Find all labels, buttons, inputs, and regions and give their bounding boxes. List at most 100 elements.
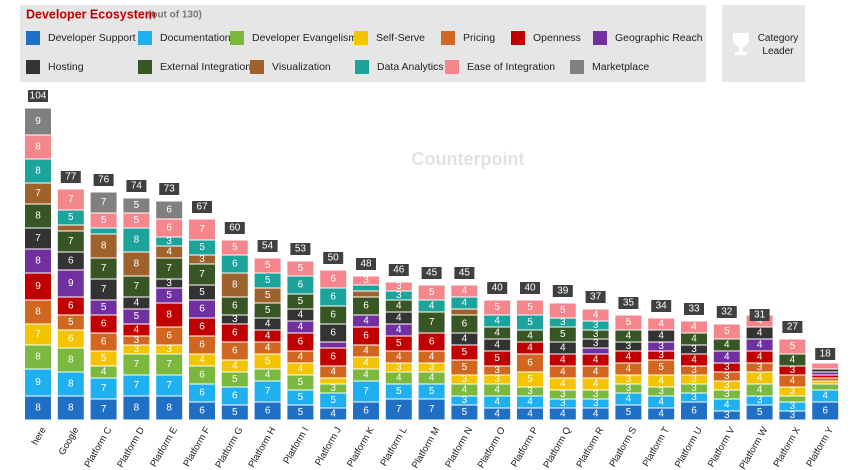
bar-segment — [516, 299, 544, 316]
legend-swatch — [250, 60, 264, 74]
segment-label: 5 — [462, 362, 468, 373]
segment-label: 5 — [232, 407, 238, 418]
segment-label: 4 — [494, 340, 500, 351]
bar-segment — [778, 338, 807, 355]
segment-label: 4 — [265, 370, 271, 381]
x-tick-label: Platform R — [574, 425, 606, 469]
segment-label: 8 — [134, 235, 140, 246]
segment-label: 4 — [691, 355, 697, 366]
segment-label: 3 — [593, 398, 599, 409]
segment-label: 6 — [429, 337, 435, 348]
segment-label: 4 — [199, 355, 205, 366]
total-box — [323, 252, 344, 264]
segment-label: 5 — [757, 407, 763, 418]
segment-label: 5 — [265, 260, 271, 271]
segment-label: 8 — [68, 355, 74, 366]
total-label: 34 — [656, 301, 668, 312]
segment-label: 6 — [298, 337, 304, 348]
segment-label: 9 — [35, 377, 41, 388]
legend-label: Ease of Integration — [467, 61, 555, 73]
segment-label: 4 — [658, 409, 664, 420]
segment-label: 5 — [724, 326, 730, 337]
segment-label: 4 — [462, 334, 468, 345]
total-box — [28, 90, 48, 102]
segment-label: 5 — [199, 287, 205, 298]
segment-label: 4 — [724, 400, 730, 411]
segment-label: 6 — [330, 310, 336, 321]
segment-label: 6 — [330, 274, 336, 285]
legend-swatch — [445, 60, 459, 74]
total-label: 45 — [459, 268, 471, 279]
segment-label: 3 — [199, 254, 205, 265]
segment-label: 4 — [134, 298, 140, 309]
segment-label: 4 — [265, 343, 271, 354]
segment-label: 4 — [790, 355, 796, 366]
x-tick-label: Platform N — [443, 425, 475, 469]
segment-label: 5 — [462, 347, 468, 358]
total-box — [388, 264, 409, 276]
total-box — [618, 297, 639, 309]
segment-label: 3 — [691, 383, 697, 394]
segment-label: 4 — [429, 352, 435, 363]
total-box — [159, 183, 180, 195]
segment-label: 4 — [527, 343, 533, 354]
bar-segment — [122, 395, 151, 421]
segment-label: 6 — [363, 301, 369, 312]
segment-label: 3 — [134, 335, 140, 346]
bar-segment — [89, 191, 118, 214]
x-tick-label: Platform V — [706, 425, 738, 469]
bar-segment — [352, 290, 380, 298]
segment-label: 4 — [462, 298, 468, 309]
legend-label: Data Analytics — [377, 61, 444, 73]
bar-segment — [155, 302, 184, 328]
segment-label: 4 — [494, 316, 500, 327]
segment-label: 4 — [298, 310, 304, 321]
segment-label: 7 — [35, 188, 41, 199]
segment-label: 3 — [593, 389, 599, 400]
x-tick-label: Platform Q — [541, 425, 573, 470]
total-box — [815, 348, 836, 360]
total-label: 53 — [295, 244, 307, 255]
bar-segment — [155, 200, 184, 220]
segment-label: 5 — [166, 290, 172, 301]
segment-label: 5 — [494, 353, 500, 364]
segment-label: 7 — [166, 263, 172, 274]
segment-label: 8 — [68, 379, 74, 390]
bar-segment — [811, 383, 840, 391]
legend-label: Hosting — [48, 61, 84, 73]
segment-label: 6 — [68, 334, 74, 345]
segment-label: 4 — [265, 319, 271, 330]
total-box — [257, 240, 278, 252]
total-label: 60 — [229, 223, 241, 234]
segment-label: 4 — [724, 352, 730, 363]
segment-label: 5 — [199, 242, 205, 253]
total-box — [651, 300, 672, 312]
legend-label: Self-Serve — [376, 32, 425, 44]
x-tick-label: Platform M — [410, 425, 443, 470]
segment-label: 3 — [691, 365, 697, 376]
total-box — [192, 201, 212, 213]
segment-label: 6 — [232, 301, 238, 312]
total-label: 74 — [131, 181, 143, 192]
segment-label: 7 — [199, 224, 205, 235]
total-label: 37 — [590, 292, 602, 303]
segment-label: 4 — [429, 373, 435, 384]
segment-label: 4 — [494, 397, 500, 408]
segment-label: 4 — [757, 385, 763, 396]
total-box — [356, 258, 376, 270]
segment-label: 4 — [527, 397, 533, 408]
total-label: 48 — [360, 259, 372, 270]
segment-label: 4 — [560, 409, 566, 420]
segment-label: 3 — [494, 374, 500, 385]
segment-label: 4 — [101, 367, 107, 378]
x-tick-label: Platform E — [148, 425, 180, 469]
segment-label: 3 — [724, 371, 730, 382]
segment-label: 8 — [35, 307, 41, 318]
total-box — [684, 303, 704, 315]
segment-label: 6 — [691, 406, 697, 417]
segment-label: 4 — [462, 385, 468, 396]
segment-label: 7 — [396, 404, 402, 415]
segment-label: 4 — [330, 367, 336, 378]
segment-label: 5 — [101, 302, 107, 313]
total-label: 50 — [328, 253, 340, 264]
